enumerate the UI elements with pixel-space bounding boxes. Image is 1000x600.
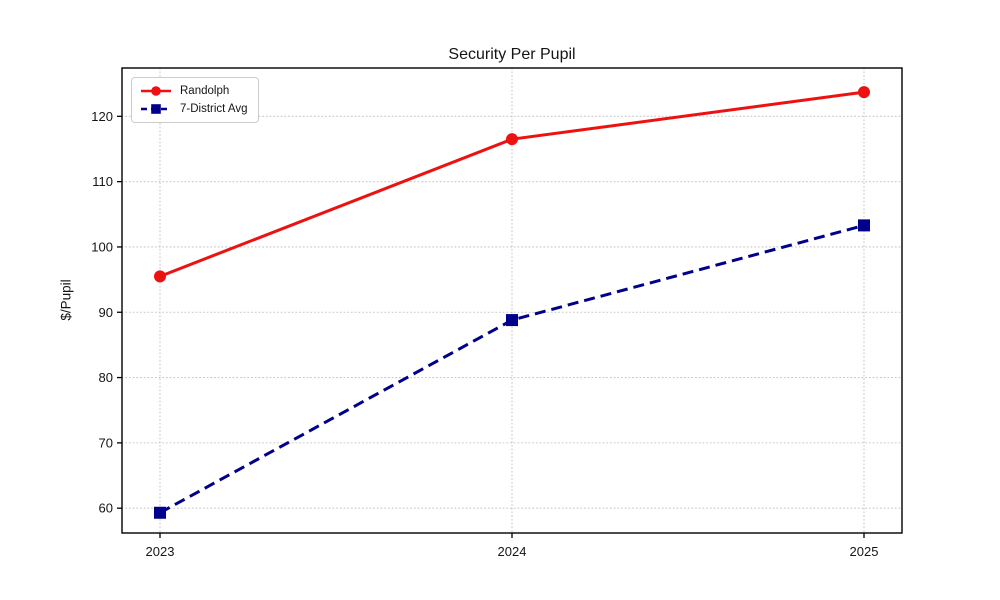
x-tick-label: 2025: [850, 544, 879, 559]
legend-label: Randolph: [180, 85, 230, 97]
data-point-randolph: [506, 133, 518, 146]
legend-sample-marker: [151, 104, 161, 114]
legend-item-randolph: Randolph: [140, 84, 248, 98]
y-tick-label: 90: [99, 305, 113, 320]
y-tick-label: 60: [99, 501, 113, 516]
y-axis-label: $/Pupil: [58, 279, 74, 321]
y-tick-label: 80: [99, 370, 113, 385]
data-point-randolph: [858, 86, 870, 99]
legend-item-district-avg: 7-District Avg: [140, 102, 248, 116]
data-point-7-district-avg: [858, 219, 870, 232]
y-tick-label: 100: [91, 239, 113, 254]
x-tick-label: 2024: [498, 544, 527, 559]
legend: Randolph 7-District Avg: [131, 77, 259, 123]
data-point-7-district-avg: [154, 506, 166, 519]
legend-sample-marker: [151, 86, 161, 96]
y-tick-label: 120: [91, 109, 113, 124]
data-point-7-district-avg: [506, 314, 518, 327]
chart-title: Security Per Pupil: [448, 46, 576, 63]
legend-sample-district-avg-line: [141, 104, 171, 114]
y-tick-label: 70: [99, 435, 113, 450]
y-tick-label: 110: [92, 174, 113, 189]
data-point-randolph: [154, 270, 166, 283]
legend-sample-randolph-line: [141, 86, 171, 96]
legend-label: 7-District Avg: [180, 103, 248, 115]
x-tick-label: 2023: [146, 544, 175, 559]
